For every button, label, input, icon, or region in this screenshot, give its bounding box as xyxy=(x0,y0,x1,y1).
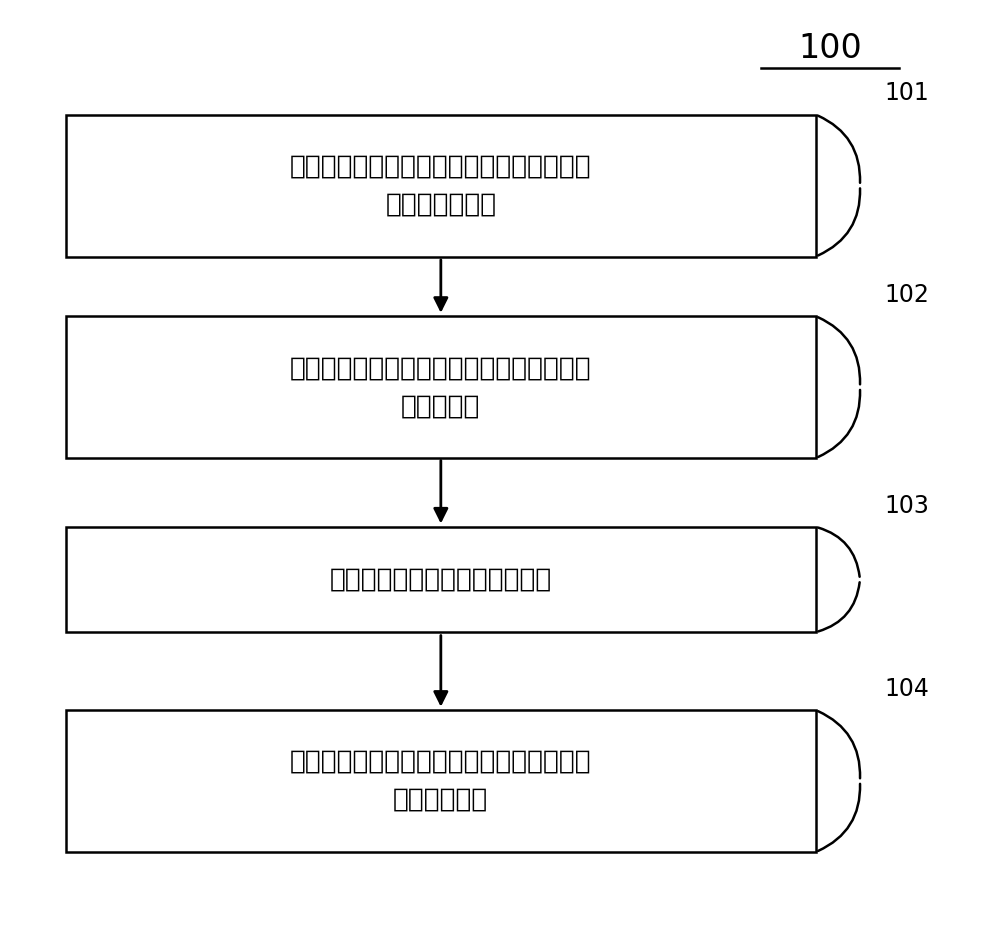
Text: 100: 100 xyxy=(798,32,862,65)
Text: 对获取的待处理视频进行镜头切分，得到多
个视频镜头片段: 对获取的待处理视频进行镜头切分，得到多 个视频镜头片段 xyxy=(290,153,592,218)
Text: 基于语义时间段和多个视频镜头片段，得到
语义镜头片段: 基于语义时间段和多个视频镜头片段，得到 语义镜头片段 xyxy=(290,749,592,813)
Text: 102: 102 xyxy=(885,283,929,307)
Bar xyxy=(66,711,816,852)
Text: 提取多个视频镜头片段中各个视频镜头片段
的视频信息: 提取多个视频镜头片段中各个视频镜头片段 的视频信息 xyxy=(290,355,592,419)
Bar xyxy=(66,316,816,458)
Bar xyxy=(66,114,816,257)
Bar xyxy=(66,526,816,632)
Text: 104: 104 xyxy=(885,677,929,701)
Text: 103: 103 xyxy=(885,494,929,518)
Text: 101: 101 xyxy=(885,82,929,105)
Text: 基于视频信息，得到语义时间段: 基于视频信息，得到语义时间段 xyxy=(330,566,552,592)
